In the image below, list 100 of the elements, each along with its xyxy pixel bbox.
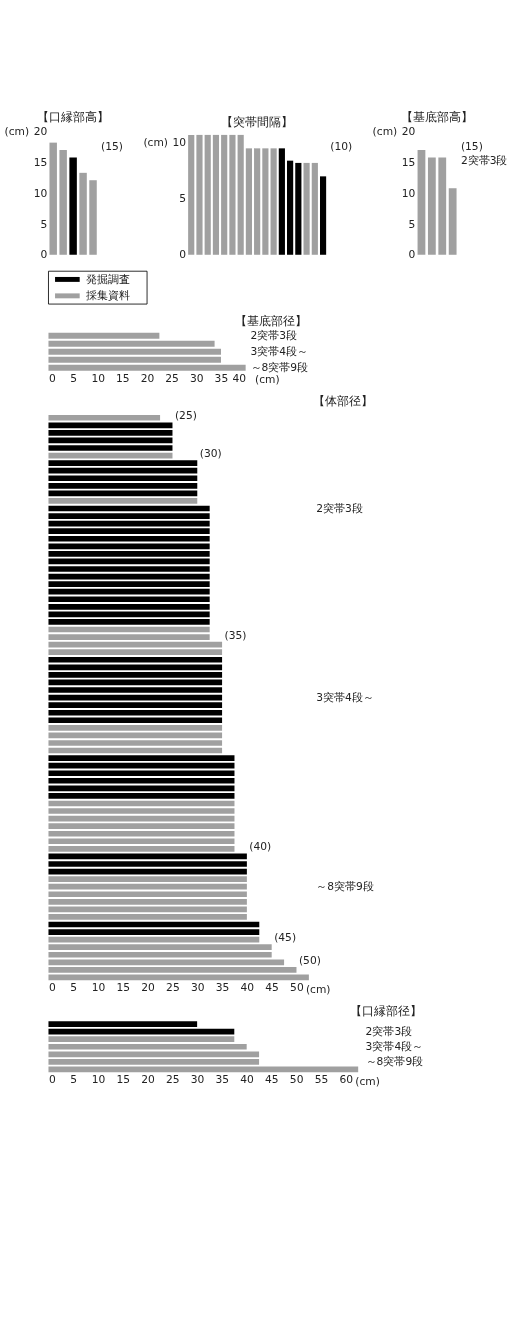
x-tick-label: 35 [215,1073,230,1087]
x-tick-label: 5 [70,371,77,385]
bar [48,725,223,731]
y-tick-label: 5 [40,217,48,231]
bar [48,634,210,640]
bar [48,823,235,829]
y-axis-title: (cm) [143,136,169,150]
text: ～8突帯9段 [365,1055,424,1069]
text: (15) [460,139,483,153]
x-tick-label: 50 [289,1073,304,1087]
bar [48,513,210,519]
x-tick-label: 60 [339,1073,354,1087]
bar [438,157,447,255]
x-tick-label: 15 [116,371,130,385]
bar [295,162,302,255]
bar [448,188,457,255]
x-tick-label: 10 [91,981,106,995]
bar [48,551,210,557]
y-tick-label: 20 [33,125,48,139]
bar [79,172,87,255]
bar [188,134,195,255]
bar [196,134,203,255]
text: 3突帯4段～ [365,1040,424,1054]
y-tick-label: 10 [172,136,187,150]
text: 2突帯3段 [460,154,508,168]
bar [48,702,223,708]
bar [303,162,310,255]
text: 3突帯4段～ [316,690,374,704]
y-tick-label: 0 [179,248,187,262]
bar [254,148,261,255]
x-tick-label: 30 [190,981,205,995]
x-tick-label: 40 [240,981,255,995]
bar [48,755,235,761]
bar [48,566,210,572]
bar [237,134,244,255]
bar [270,148,277,255]
chart-title: 【基底部高】 [401,109,474,124]
text: 3突帯4段～ [250,345,309,358]
text: (10) [330,139,353,153]
text: 【基底部径】 [234,314,307,329]
bar [48,967,297,973]
data-label: (30) [199,447,222,461]
bar [48,649,223,656]
x-tick-label: 25 [166,981,180,995]
bar [278,148,285,255]
bar [48,581,210,587]
bar [221,134,228,255]
bar [48,619,210,625]
x-axis-title: (cm) [355,1074,380,1088]
bar [59,150,67,255]
y-tick-label: 20 [401,125,416,139]
bar [48,482,198,489]
bar [245,148,252,255]
bar [48,422,173,429]
bar [48,348,221,355]
x-tick-label: 5 [70,981,78,995]
data-label: (50) [298,953,321,967]
x-tick-label: 45 [265,1073,279,1087]
bar [311,162,318,255]
bar [48,528,210,535]
bar [48,364,246,371]
text: ～8突帯9段 [250,360,309,374]
bar [48,898,247,905]
x-tick-label: 10 [91,1073,106,1087]
bar [48,603,210,610]
x-tick-label: 30 [190,1073,205,1087]
bar [48,846,235,852]
bar [48,340,215,347]
y-tick-label: 0 [408,248,416,262]
bar [212,134,220,255]
x-axis-title: (cm) [255,373,280,387]
x-tick-label: 40 [240,1073,255,1087]
bar [48,498,198,504]
text: (15) [101,139,123,153]
x-tick-label: 10 [91,371,106,385]
x-tick-label: 50 [290,981,304,995]
x-tick-label: 5 [70,1073,78,1087]
bar [319,176,327,255]
x-tick-label: 15 [116,981,131,995]
y-tick-label: 10 [401,186,416,200]
chart-title: 【突帯間隔】 [221,114,294,129]
bar [89,180,97,255]
bar [287,160,294,255]
bar [48,876,247,882]
bar [48,1059,260,1065]
text: 【口縁部径】 [349,1003,422,1018]
bar [48,808,235,814]
chart-title: 【口縁部高】 [37,109,110,124]
text: 2突帯3段 [316,501,363,515]
x-tick-label: 20 [141,981,156,995]
legend-label: 採集資料 [86,289,131,303]
bar [69,157,77,255]
x-tick-label: 35 [214,371,229,385]
bar [48,777,235,784]
data-label: (35) [224,628,247,642]
x-tick-label: 35 [215,981,230,995]
y-tick-label: 0 [40,248,48,262]
bar [48,944,272,951]
bar [229,134,236,255]
bar [48,861,247,867]
